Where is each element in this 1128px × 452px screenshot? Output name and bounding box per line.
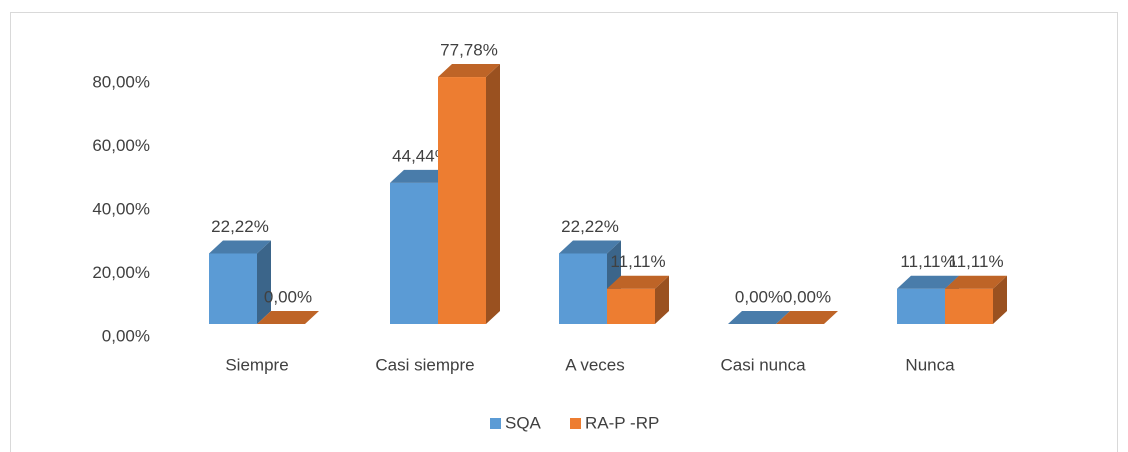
bar-top — [209, 240, 271, 254]
bar-top — [390, 169, 452, 183]
value-label: 11,11% — [900, 252, 955, 271]
value-label: 0,00% — [783, 287, 831, 306]
x-tick-label: Siempre — [225, 355, 288, 374]
bar-side — [993, 275, 1007, 324]
bar — [776, 311, 838, 324]
bar — [945, 275, 1007, 324]
y-tick-label: 40,00% — [92, 199, 150, 218]
bar-top — [897, 275, 959, 289]
legend-swatch — [490, 418, 501, 429]
value-label: 11,11% — [948, 252, 1003, 271]
x-tick-label: Casi siempre — [375, 355, 474, 374]
bar-side — [257, 240, 271, 324]
y-tick-label: 60,00% — [92, 136, 150, 155]
bar — [607, 275, 669, 324]
y-tick-label: 0,00% — [102, 326, 150, 345]
value-label: 44,44% — [392, 146, 450, 165]
x-tick-label: Nunca — [905, 355, 955, 374]
bar-front — [945, 288, 993, 324]
bar — [257, 311, 319, 324]
bar-top — [559, 240, 621, 254]
bar-front — [209, 253, 257, 324]
bar-top — [945, 275, 1007, 289]
bar-top — [257, 311, 319, 324]
bar-front — [897, 288, 945, 324]
x-tick-label: Casi nunca — [720, 355, 806, 374]
chart-frame — [10, 12, 1118, 452]
value-label: 22,22% — [211, 217, 269, 236]
bar-side — [486, 64, 500, 325]
value-label: 77,78% — [440, 41, 498, 60]
bar-top — [438, 64, 500, 78]
bar-top — [607, 275, 669, 289]
x-tick-label: A veces — [565, 355, 625, 374]
bar-top — [776, 311, 838, 324]
legend-label: RA-P -RP — [585, 413, 659, 432]
bar-front — [607, 288, 655, 324]
value-label: 0,00% — [264, 287, 312, 306]
bar — [728, 311, 790, 324]
legend-label: SQA — [505, 413, 542, 432]
y-tick-label: 80,00% — [92, 72, 150, 91]
bar — [438, 64, 500, 325]
value-label: 0,00% — [735, 287, 783, 306]
y-tick-label: 20,00% — [92, 263, 150, 282]
bar — [209, 240, 271, 324]
bar-side — [655, 275, 669, 324]
value-label: 11,11% — [610, 252, 665, 271]
bar-front — [559, 253, 607, 324]
value-label: 22,22% — [561, 217, 619, 236]
bar-front — [438, 77, 486, 325]
bar-front — [390, 182, 438, 324]
bar-top — [728, 311, 790, 324]
legend-swatch — [570, 418, 581, 429]
